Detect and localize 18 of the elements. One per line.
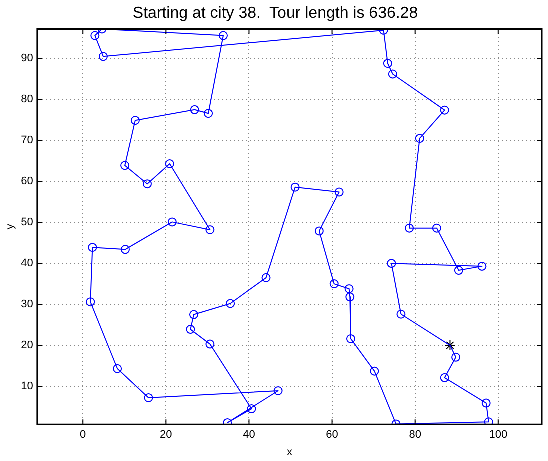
y-tick-label: 50 bbox=[21, 216, 34, 229]
x-tick-label: 60 bbox=[326, 429, 338, 442]
y-tick-label: 90 bbox=[21, 52, 34, 65]
x-tick-label: 100 bbox=[489, 429, 508, 442]
x-tick-label: 80 bbox=[409, 429, 422, 442]
y-tick-label: 40 bbox=[21, 258, 34, 270]
y-tick-label: 60 bbox=[21, 176, 34, 188]
y-tick-label: 10 bbox=[21, 380, 34, 393]
y-tick-label: 20 bbox=[21, 340, 34, 352]
x-tick-label: 40 bbox=[243, 429, 256, 442]
y-tick-label: 80 bbox=[21, 94, 34, 106]
y-axis-title: y bbox=[4, 224, 17, 230]
x-axis-title: x bbox=[286, 446, 293, 458]
y-tick-label: 30 bbox=[21, 298, 34, 311]
y-tick-label: 70 bbox=[21, 134, 34, 147]
chart-title: Starting at city 38. Tour length is 636.28 bbox=[132, 5, 418, 22]
x-tick-label: 0 bbox=[80, 429, 86, 442]
x-tick-label: 20 bbox=[160, 429, 172, 442]
